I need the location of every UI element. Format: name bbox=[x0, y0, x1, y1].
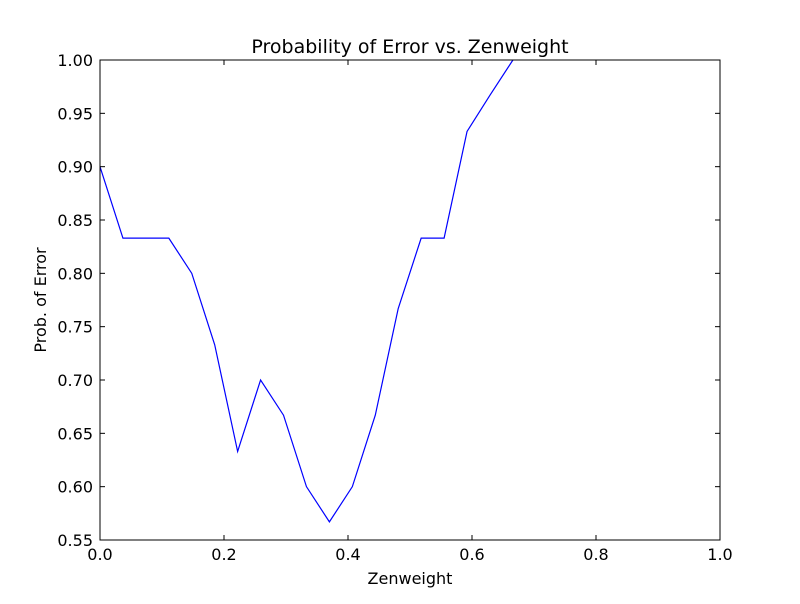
y-tick-label: 0.60 bbox=[57, 478, 93, 497]
x-tick-label: 0.6 bbox=[459, 545, 484, 564]
series-layer bbox=[99, 59, 514, 523]
chart-title: Probability of Error vs. Zenweight bbox=[251, 36, 568, 58]
y-tick-label: 0.55 bbox=[57, 531, 93, 550]
y-tick-label: 0.80 bbox=[57, 264, 93, 283]
ticks-layer: 0.0 0.2 0.4 0.6 0.8 1.0 0.55 0.60 0.65 0.70 0.75 0.… bbox=[57, 51, 732, 564]
y-tick-label: 0.75 bbox=[57, 318, 93, 337]
x-tick-label: 0.8 bbox=[583, 545, 608, 564]
y-tick-label: 0.90 bbox=[57, 158, 93, 177]
y-tick-label: 0.70 bbox=[57, 371, 93, 390]
x-tick-label: 0.4 bbox=[335, 545, 360, 564]
y-tick-label: 1.00 bbox=[57, 51, 93, 70]
series-line-0 bbox=[99, 59, 514, 523]
plot-area: 0.0 0.2 0.4 0.6 0.8 1.0 0.55 0.60 0.65 0.70 0.75 0.… bbox=[57, 51, 732, 564]
x-tick-label: 0.2 bbox=[211, 545, 236, 564]
y-axis-label: Prob. of Error bbox=[31, 247, 50, 353]
x-tick-label: 0.0 bbox=[87, 545, 112, 564]
x-axis-label: Zenweight bbox=[368, 569, 453, 588]
y-tick-label: 0.95 bbox=[57, 104, 93, 123]
y-tick-label: 0.65 bbox=[57, 424, 93, 443]
plot-frame bbox=[99, 59, 721, 541]
x-tick-label: 1.0 bbox=[707, 545, 732, 564]
y-tick-label: 0.85 bbox=[57, 211, 93, 230]
